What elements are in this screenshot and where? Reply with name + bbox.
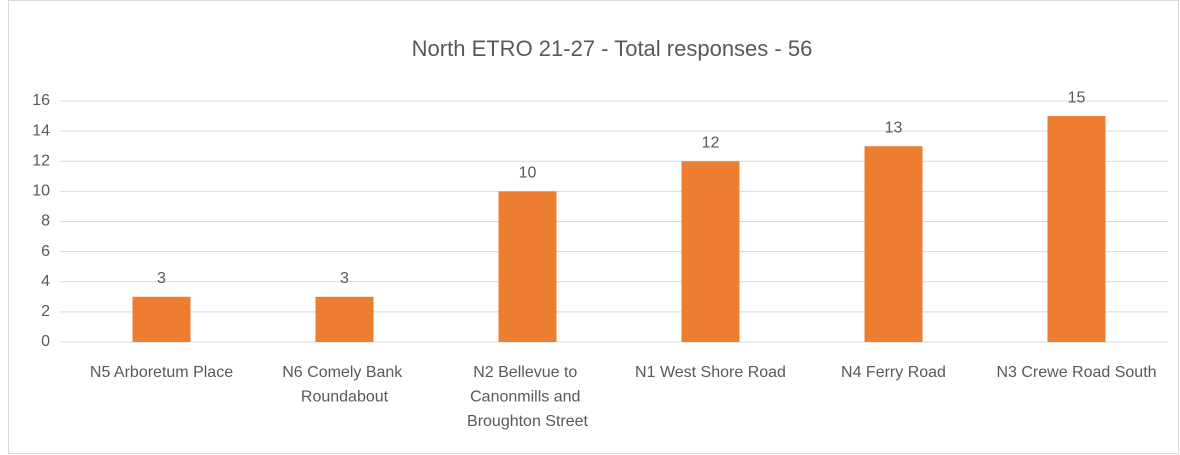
data-label: 3	[340, 270, 349, 287]
x-tick-label: N5 Arboretum Place	[90, 364, 233, 381]
data-label: 15	[1068, 89, 1086, 106]
y-tick-label: 2	[41, 303, 50, 320]
y-tick-label: 8	[41, 213, 50, 230]
y-tick-label: 16	[32, 92, 50, 109]
x-tick-label: N4 Ferry Road	[841, 364, 946, 381]
y-tick-label: 0	[41, 333, 50, 350]
y-tick-label: 10	[32, 183, 50, 200]
bar	[132, 296, 191, 342]
data-label: 10	[519, 165, 537, 182]
y-tick-label: 14	[32, 122, 50, 139]
x-tick-label: N6 Comely Bank Roundabout	[282, 364, 407, 406]
bar	[864, 146, 923, 342]
bar	[498, 191, 557, 342]
x-tick-label: N3 Crewe Road South	[996, 364, 1156, 381]
chart-border	[8, 0, 1179, 454]
y-tick-label: 12	[32, 152, 50, 169]
bar	[681, 161, 740, 342]
data-label: 13	[885, 119, 903, 136]
data-label: 12	[702, 134, 720, 151]
x-tick-label: N2 Bellevue to Canonmills and Broughton …	[467, 364, 589, 430]
bar	[315, 296, 374, 342]
data-label: 3	[157, 270, 166, 287]
y-tick-label: 4	[41, 273, 50, 290]
y-tick-label: 6	[41, 243, 50, 260]
x-tick-label: N1 West Shore Road	[635, 364, 786, 381]
bar	[1047, 116, 1106, 342]
chart-title: North ETRO 21-27 - Total responses - 56	[412, 36, 813, 61]
